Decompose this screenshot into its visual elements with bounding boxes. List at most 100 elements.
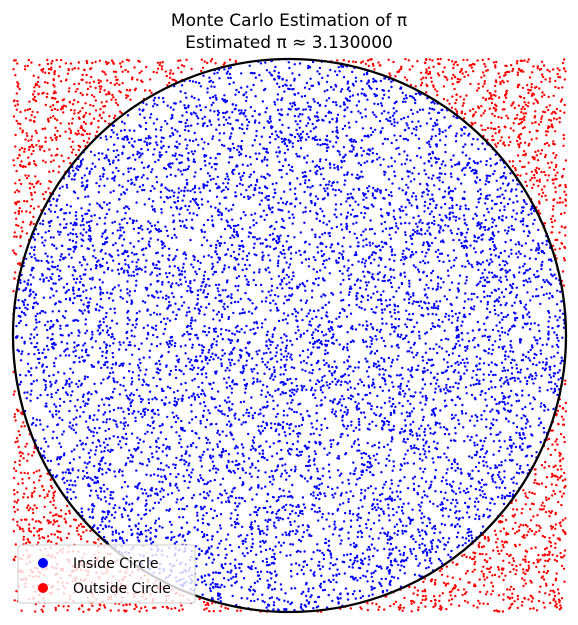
scatter-point-inside: [426, 369, 429, 372]
scatter-point-inside: [335, 225, 339, 229]
scatter-point-inside: [488, 174, 492, 178]
scatter-point-inside: [407, 126, 410, 130]
scatter-point-outside: [481, 85, 485, 88]
scatter-point-outside: [550, 231, 554, 234]
scatter-point-inside: [170, 531, 173, 534]
scatter-point-outside: [502, 559, 505, 562]
scatter-point-outside: [55, 513, 58, 516]
scatter-point-inside: [199, 108, 203, 112]
scatter-point-outside: [51, 138, 54, 142]
scatter-point-outside: [66, 609, 69, 612]
scatter-point-inside: [339, 435, 342, 439]
scatter-point-inside: [497, 314, 500, 317]
scatter-point-outside: [564, 193, 568, 196]
scatter-point-outside: [552, 68, 555, 71]
scatter-point-inside: [440, 163, 443, 166]
scatter-point-inside: [470, 143, 474, 146]
scatter-point-inside: [445, 350, 448, 353]
scatter-point-inside: [226, 70, 230, 73]
scatter-point-inside: [316, 549, 319, 552]
scatter-point-inside: [320, 516, 324, 519]
scatter-point-inside: [132, 270, 135, 274]
scatter-point-outside: [32, 145, 35, 149]
scatter-point-inside: [108, 418, 112, 421]
scatter-point-outside: [555, 606, 559, 609]
scatter-point-inside: [483, 440, 486, 443]
scatter-point-outside: [548, 550, 551, 553]
scatter-point-inside: [237, 91, 241, 94]
scatter-point-outside: [109, 609, 112, 612]
scatter-point-outside: [68, 100, 71, 104]
scatter-point-outside: [504, 94, 507, 97]
scatter-point-outside: [532, 93, 536, 96]
scatter-point-outside: [562, 492, 565, 495]
scatter-point-inside: [417, 214, 420, 218]
scatter-point-inside: [179, 345, 183, 348]
scatter-point-outside: [52, 494, 55, 497]
scatter-point-inside: [377, 264, 380, 267]
scatter-point-inside: [502, 382, 505, 385]
scatter-point-inside: [180, 295, 183, 299]
scatter-point-inside: [418, 457, 422, 460]
scatter-point-outside: [539, 67, 543, 71]
scatter-point-inside: [168, 339, 171, 343]
scatter-point-outside: [545, 476, 549, 479]
scatter-point-inside: [111, 221, 114, 224]
scatter-point-outside: [63, 517, 66, 521]
scatter-point-inside: [334, 563, 337, 566]
scatter-point-inside: [522, 284, 526, 287]
scatter-point-inside: [350, 150, 354, 153]
scatter-point-inside: [431, 457, 434, 460]
scatter-point-inside: [484, 228, 487, 232]
scatter-point-inside: [393, 525, 396, 528]
scatter-point-outside: [99, 80, 103, 83]
scatter-point-inside: [234, 496, 238, 500]
scatter-point-outside: [25, 200, 29, 203]
scatter-point-outside: [56, 147, 59, 151]
scatter-point-outside: [544, 496, 548, 499]
scatter-point-inside: [324, 303, 327, 307]
scatter-point-inside: [220, 328, 223, 331]
scatter-point-outside: [559, 100, 563, 103]
scatter-point-inside: [524, 242, 527, 245]
scatter-point-outside: [555, 572, 558, 575]
scatter-point-inside: [107, 148, 110, 151]
scatter-point-inside: [297, 525, 300, 528]
scatter-point-outside: [113, 116, 116, 120]
scatter-point-inside: [332, 574, 335, 577]
scatter-point-outside: [439, 604, 442, 608]
scatter-point-inside: [350, 144, 354, 147]
scatter-point-inside: [361, 505, 364, 508]
scatter-point-inside: [107, 333, 110, 337]
scatter-point-outside: [512, 122, 515, 125]
scatter-point-outside: [109, 81, 113, 85]
scatter-point-outside: [161, 61, 164, 64]
scatter-point-outside: [13, 390, 16, 393]
scatter-point-inside: [330, 321, 334, 324]
scatter-point-inside: [380, 406, 383, 409]
scatter-point-outside: [64, 130, 67, 133]
scatter-point-inside: [528, 257, 532, 260]
scatter-point-inside: [412, 253, 415, 256]
scatter-point-inside: [477, 147, 480, 151]
scatter-point-outside: [498, 610, 501, 613]
scatter-point-outside: [537, 483, 541, 486]
scatter-point-inside: [433, 184, 436, 187]
scatter-point-inside: [131, 323, 134, 327]
scatter-point-outside: [474, 560, 477, 564]
scatter-point-outside: [530, 83, 533, 86]
scatter-point-outside: [53, 117, 57, 120]
scatter-point-inside: [164, 186, 167, 189]
scatter-point-outside: [484, 128, 487, 132]
scatter-point-outside: [366, 59, 370, 62]
scatter-point-inside: [57, 410, 61, 413]
scatter-point-inside: [278, 487, 281, 491]
scatter-point-outside: [17, 122, 20, 125]
scatter-point-inside: [121, 244, 124, 247]
scatter-point-outside: [523, 97, 526, 100]
scatter-point-outside: [553, 558, 557, 562]
scatter-point-outside: [12, 530, 16, 533]
scatter-point-inside: [321, 376, 324, 379]
scatter-point-inside: [440, 338, 443, 342]
scatter-point-inside: [212, 177, 215, 181]
